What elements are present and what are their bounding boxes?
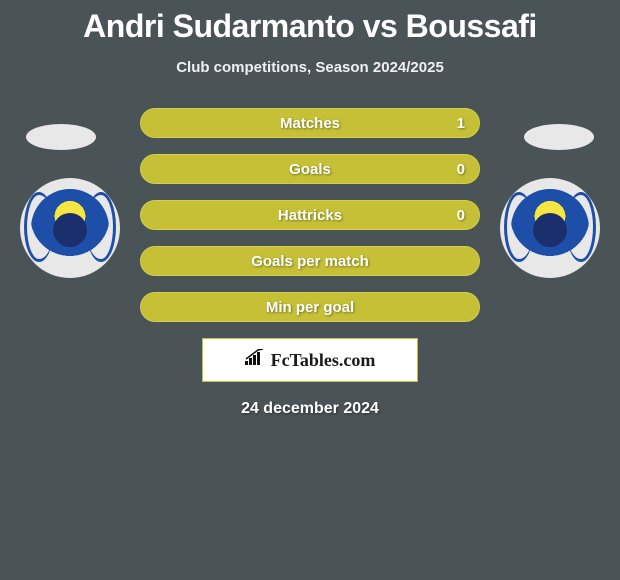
stat-label: Matches: [280, 115, 340, 132]
stat-label: Goals: [289, 161, 331, 178]
brand-chart-icon: [245, 349, 267, 372]
stat-right-value: 0: [457, 155, 465, 185]
player-avatar-right: [524, 124, 594, 150]
stat-label: Goals per match: [251, 253, 369, 270]
stat-row-matches: Matches 1: [140, 108, 480, 138]
club-badge-right: [500, 178, 600, 278]
stat-label: Min per goal: [266, 299, 354, 316]
stats-container: Matches 1 Goals 0 Hattricks 0 Goals per …: [140, 108, 480, 322]
date-text: 24 december 2024: [0, 400, 620, 418]
brand-box: FcTables.com: [202, 338, 418, 382]
stat-row-goals-per-match: Goals per match: [140, 246, 480, 276]
stat-right-value: 1: [457, 109, 465, 139]
club-badge-left: [20, 178, 120, 278]
page-title: Andri Sudarmanto vs Boussafi: [0, 0, 620, 45]
stat-row-hattricks: Hattricks 0: [140, 200, 480, 230]
stat-label: Hattricks: [278, 207, 342, 224]
stat-row-goals: Goals 0: [140, 154, 480, 184]
stat-right-value: 0: [457, 201, 465, 231]
player-avatar-left: [26, 124, 96, 150]
page-subtitle: Club competitions, Season 2024/2025: [0, 59, 620, 76]
stat-row-min-per-goal: Min per goal: [140, 292, 480, 322]
brand-text: FcTables.com: [271, 350, 376, 371]
